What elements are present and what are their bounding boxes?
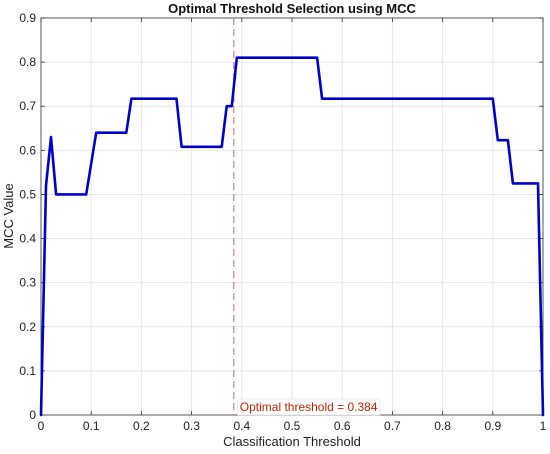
annotation-box	[237, 398, 381, 416]
x-tick-label: 0.8	[434, 419, 451, 433]
y-axis-label: MCC Value	[1, 183, 16, 249]
y-tick-label: 0.8	[19, 55, 36, 69]
y-tick-labels: 0 0.1 0.2 0.3 0.4 0.5 0.6 0.7 0.8 0.9	[19, 11, 36, 422]
x-tick-label: 0.5	[284, 419, 301, 433]
x-tick-label: 1	[540, 419, 547, 433]
y-tick-label: 0.1	[19, 364, 36, 378]
x-tick-label: 0.7	[384, 419, 401, 433]
y-tick-label: 0.3	[19, 276, 36, 290]
y-tick-label: 0	[29, 408, 36, 422]
x-tick-labels: 0 0.1 0.2 0.3 0.4 0.5 0.6 0.7 0.8 0.9 1	[38, 419, 547, 433]
x-tick-label: 0.4	[233, 419, 250, 433]
mcc-series-line	[39, 56, 545, 417]
y-tick-label: 0.6	[19, 143, 36, 157]
x-tick-label: 0.9	[484, 419, 501, 433]
y-tick-label: 0.9	[19, 11, 36, 25]
x-tick-label: 0.6	[334, 419, 351, 433]
x-tick-label: 0	[38, 419, 45, 433]
x-tick-label: 0.3	[183, 419, 200, 433]
y-tick-label: 0.4	[19, 232, 36, 246]
y-tick-label: 0.7	[19, 99, 36, 113]
x-axis-label: Classification Threshold	[223, 434, 361, 449]
x-tick-label: 0.2	[133, 419, 150, 433]
y-tick-label: 0.2	[19, 320, 36, 334]
y-tick-label: 0.5	[19, 187, 36, 201]
chart-title: Optimal Threshold Selection using MCC	[168, 1, 416, 16]
x-tick-label: 0.1	[83, 419, 100, 433]
annotation-text: Optimal threshold = 0.384	[240, 400, 378, 414]
